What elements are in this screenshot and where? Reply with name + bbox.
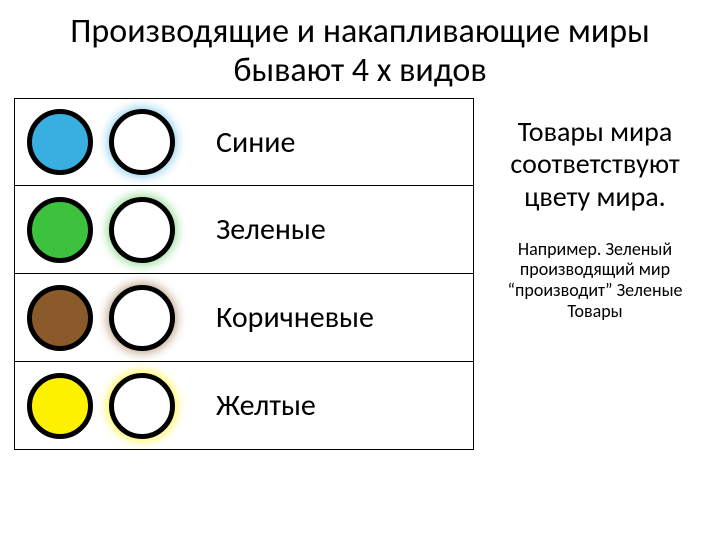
row-icons [15, 367, 210, 445]
content-area: Синие Зеленые Коричневые [0, 98, 720, 450]
solid-circle-icon [27, 109, 93, 175]
row-label: Синие [210, 124, 295, 161]
glow-circle-inner [109, 197, 175, 263]
table-row: Синие [14, 98, 474, 186]
glow-circle-inner [109, 285, 175, 351]
page-title: Производящие и накапливающие миры бывают… [0, 0, 720, 98]
side-note-text: Например. Зеленый производящий мир “прои… [490, 239, 700, 322]
table-row: Зеленые [14, 186, 474, 274]
row-label: Зеленые [210, 211, 326, 248]
row-label: Желтые [210, 387, 316, 424]
side-text: Товары мира соответствуют цвету мира. На… [474, 98, 706, 450]
solid-circle-icon [27, 285, 93, 351]
glow-circle-icon [103, 103, 181, 181]
glow-circle-icon [103, 191, 181, 269]
solid-circle-icon [27, 197, 93, 263]
table-row: Коричневые [14, 274, 474, 362]
color-table: Синие Зеленые Коричневые [14, 98, 474, 450]
solid-circle-icon [27, 373, 93, 439]
glow-circle-icon [103, 279, 181, 357]
table-row: Желтые [14, 362, 474, 450]
glow-circle-inner [109, 109, 175, 175]
glow-circle-inner [109, 373, 175, 439]
row-icons [15, 279, 210, 357]
side-main-text: Товары мира соответствуют цвету мира. [490, 116, 700, 213]
row-icons [15, 191, 210, 269]
row-icons [15, 103, 210, 181]
row-label: Коричневые [210, 299, 374, 336]
glow-circle-icon [103, 367, 181, 445]
